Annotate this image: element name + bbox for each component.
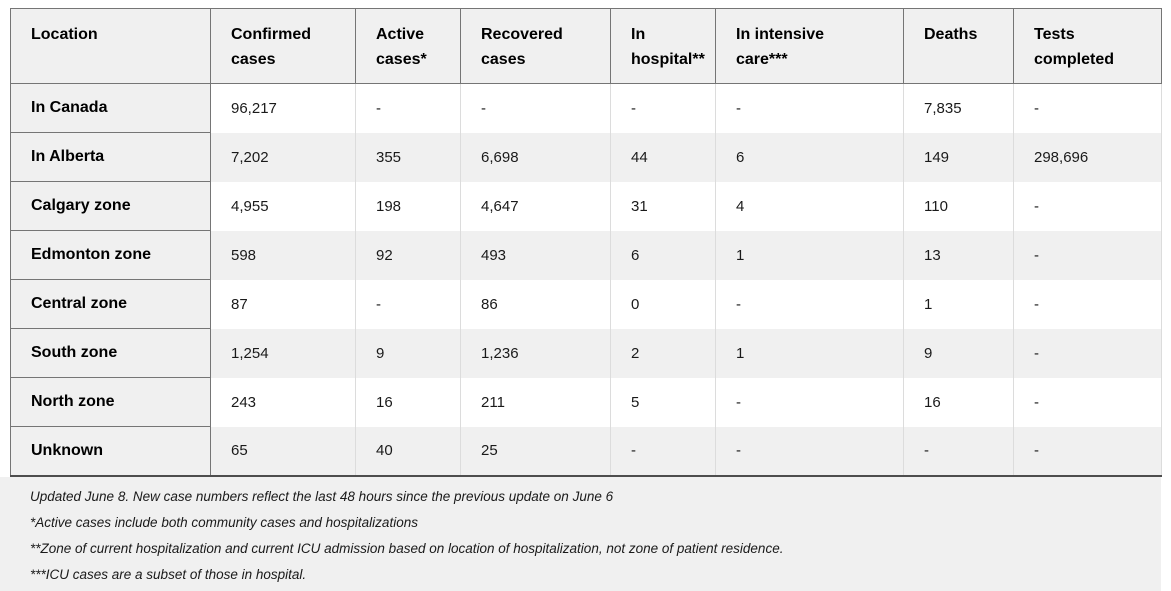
table-cell: 1 xyxy=(715,328,904,378)
column-header-label: Deaths xyxy=(924,26,978,43)
table-cell: 1 xyxy=(715,230,904,280)
table-row: Calgary zone 4,955 198 4,647 31 4 110- xyxy=(10,181,1162,231)
table-row: South zone 1,254 9 1,236 2 1 9- xyxy=(10,328,1162,378)
table-body: In Canada 96,217- - - -7,835- In Alberta 7,202… xyxy=(10,83,1162,477)
footnote: **Zone of current hospitalization and cu… xyxy=(30,540,784,556)
table-cell: 211 xyxy=(460,377,611,427)
table-cell: 9 xyxy=(903,328,1014,378)
table-row: Edmonton zone 598 92 493 6 1 13- xyxy=(10,230,1162,280)
column-header-label: Location xyxy=(31,26,98,43)
table-cell: - xyxy=(355,83,461,133)
table-cell: 598 xyxy=(210,230,356,280)
table-cell: 31 xyxy=(610,181,716,231)
table-cell: 1,254 xyxy=(210,328,356,378)
table-cell: 25 xyxy=(460,426,611,477)
table-cell: - xyxy=(1013,279,1162,329)
table-cell: 355 xyxy=(355,132,461,182)
table-cell: - xyxy=(1013,181,1162,231)
table-cell: 5 xyxy=(610,377,716,427)
footnote: Updated June 8. New case numbers reflect… xyxy=(30,488,614,504)
column-header: In hospital** xyxy=(610,8,716,84)
table-cell: 40 xyxy=(355,426,461,477)
table-cell: - xyxy=(1013,377,1162,427)
row-location-label: South zone xyxy=(10,328,211,378)
table-row: North zone 243 16 211 5-16- xyxy=(10,377,1162,427)
table-cell: 16 xyxy=(903,377,1014,427)
table-cell: 9 xyxy=(355,328,461,378)
column-header: Confirmed cases xyxy=(210,8,356,84)
column-header-label: Active cases* xyxy=(376,26,427,68)
row-location-label: Unknown xyxy=(10,426,211,477)
table-cell: - xyxy=(460,83,611,133)
column-header-label: Confirmed cases xyxy=(231,26,311,68)
table-cell: 44 xyxy=(610,132,716,182)
header-row: Location Confirmed cases Active cases* Reco… xyxy=(10,8,1162,84)
table-cell: 1 xyxy=(903,279,1014,329)
table-cell: 16 xyxy=(355,377,461,427)
column-header-label: Tests completed xyxy=(1034,26,1115,68)
footnotes-block: Updated June 8. New case numbers reflect… xyxy=(0,476,1161,591)
table-row: In Canada 96,217- - - -7,835- xyxy=(10,83,1162,133)
table-cell: 7,202 xyxy=(210,132,356,182)
row-location-label: Edmonton zone xyxy=(10,230,211,280)
table-cell: 298,696 xyxy=(1013,132,1162,182)
table-cell: - xyxy=(1013,426,1162,477)
table-cell: 4,647 xyxy=(460,181,611,231)
column-header: Location xyxy=(10,8,211,84)
table-cell: 4 xyxy=(715,181,904,231)
row-location-label: Central zone xyxy=(10,279,211,329)
table-cell: 13 xyxy=(903,230,1014,280)
table-cell: 243 xyxy=(210,377,356,427)
table-cell: 87 xyxy=(210,279,356,329)
table-cell: - xyxy=(1013,328,1162,378)
column-header: Active cases* xyxy=(355,8,461,84)
row-location-label: In Alberta xyxy=(10,132,211,182)
column-header: Tests completed xyxy=(1013,8,1162,84)
column-header-label: In intensive care*** xyxy=(736,26,825,68)
table-row: Central zone 87-86 0-1- xyxy=(10,279,1162,329)
table-cell: 65 xyxy=(210,426,356,477)
table-cell: 6 xyxy=(715,132,904,182)
column-header-label: Recovered cases xyxy=(481,26,563,68)
table-cell: 7,835 xyxy=(903,83,1014,133)
column-header-label: In hospital** xyxy=(631,26,705,68)
table-cell: 110 xyxy=(903,181,1014,231)
table-cell: - xyxy=(715,279,904,329)
table-cell: 86 xyxy=(460,279,611,329)
table-cell: 6 xyxy=(610,230,716,280)
table-cell: - xyxy=(1013,83,1162,133)
column-header: In intensive care*** xyxy=(715,8,904,84)
table-cell: 1,236 xyxy=(460,328,611,378)
table-cell: - xyxy=(715,377,904,427)
table-cell: - xyxy=(610,83,716,133)
covid-stats-table: Location Confirmed cases Active cases* Reco… xyxy=(10,8,1162,477)
column-header: Deaths xyxy=(903,8,1014,84)
table-cell: - xyxy=(1013,230,1162,280)
table-cell: 6,698 xyxy=(460,132,611,182)
row-location-label: North zone xyxy=(10,377,211,427)
table-cell: - xyxy=(715,83,904,133)
table-cell: - xyxy=(903,426,1014,477)
table-cell: 149 xyxy=(903,132,1014,182)
covid-table-wrap: Location Confirmed cases Active cases* Reco… xyxy=(10,8,1162,477)
table-cell: 92 xyxy=(355,230,461,280)
column-header: Recovered cases xyxy=(460,8,611,84)
row-location-label: Calgary zone xyxy=(10,181,211,231)
table-cell: - xyxy=(715,426,904,477)
table-cell: 4,955 xyxy=(210,181,356,231)
table-cell: 96,217 xyxy=(210,83,356,133)
table-cell: 493 xyxy=(460,230,611,280)
table-cell: 2 xyxy=(610,328,716,378)
table-cell: 0 xyxy=(610,279,716,329)
footnote: *Active cases include both community cas… xyxy=(30,514,418,530)
table-cell: - xyxy=(610,426,716,477)
row-location-label: In Canada xyxy=(10,83,211,133)
table-cell: 198 xyxy=(355,181,461,231)
footnote: ***ICU cases are a subset of those in ho… xyxy=(30,566,307,582)
table-row: Unknown 65 40 25- - - - xyxy=(10,426,1162,477)
table-cell: - xyxy=(355,279,461,329)
table-row: In Alberta 7,202 355 6,698 44 6 149 298,696 xyxy=(10,132,1162,182)
